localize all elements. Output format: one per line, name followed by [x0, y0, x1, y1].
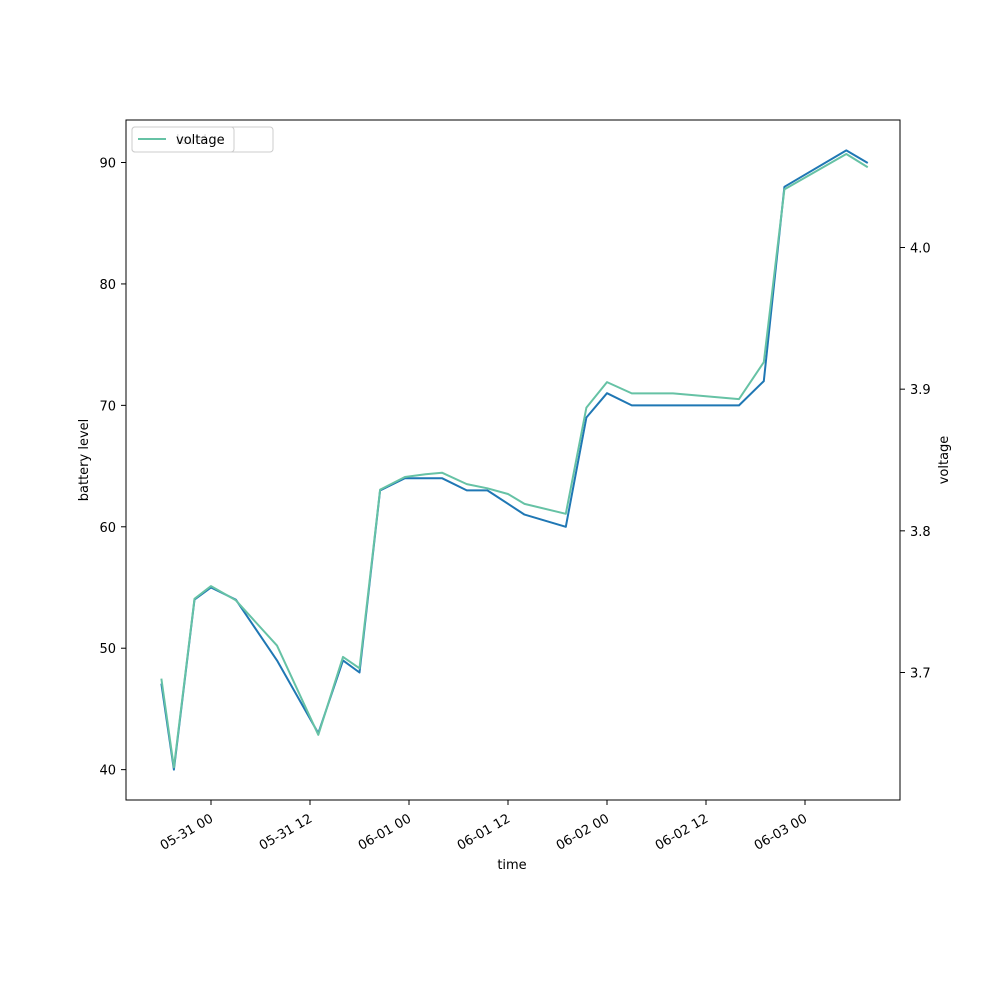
legend-label-voltage: voltage: [176, 133, 225, 148]
right-tick-label: 4.0: [910, 242, 931, 257]
right-axis-title: voltage: [937, 436, 952, 485]
left-axis-ticks: 40 50 60 70 80 90: [99, 157, 126, 779]
left-tick-label: 70: [99, 399, 116, 414]
x-tick-label: 06-03 00: [752, 811, 810, 853]
left-tick-label: 90: [99, 157, 116, 172]
right-tick-label: 3.9: [910, 383, 931, 398]
x-tick-label: 06-01 12: [455, 811, 513, 853]
legend-right: voltage: [131, 126, 235, 153]
left-tick-label: 40: [99, 764, 116, 779]
series-line-voltage: [160, 153, 869, 769]
x-tick-label: 06-01 00: [356, 811, 414, 853]
x-tick-label: 06-02 12: [653, 811, 711, 853]
left-tick-label: 80: [99, 278, 116, 293]
series-lines: [160, 149, 869, 771]
left-tick-label: 50: [99, 642, 116, 657]
x-axis-ticks: 05-31 00 05-31 12 06-01 00 06-01 12 06-02 00…: [158, 800, 810, 854]
legend-box-right: [131, 126, 235, 153]
plot-frame: [125, 119, 901, 801]
right-tick-label: 3.7: [910, 667, 931, 682]
left-axis-title: battery level: [77, 419, 92, 502]
right-tick-label: 3.8: [910, 525, 931, 540]
x-tick-label: 05-31 00: [158, 811, 216, 853]
x-axis-title: time: [497, 858, 526, 873]
series-line-level: [160, 149, 869, 771]
left-tick-label: 60: [99, 521, 116, 536]
x-tick-label: 05-31 12: [257, 811, 315, 853]
right-axis-ticks: 3.7 3.8 3.9 4.0: [900, 242, 931, 682]
x-tick-label: 06-02 00: [554, 811, 612, 853]
